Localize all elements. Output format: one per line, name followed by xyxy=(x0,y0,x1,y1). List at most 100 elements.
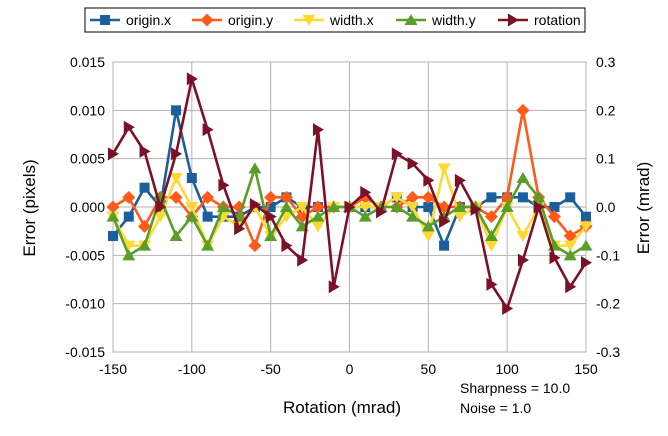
data-point xyxy=(500,190,514,204)
data-point xyxy=(202,123,214,137)
data-point xyxy=(532,191,546,203)
legend-label: rotation xyxy=(534,12,581,28)
y-tick-label-left: -0.015 xyxy=(65,344,105,360)
data-point xyxy=(139,182,150,193)
data-point xyxy=(565,280,577,294)
data-point xyxy=(360,186,372,199)
x-tick-label: -100 xyxy=(178,361,206,377)
data-point xyxy=(517,253,529,267)
series-layer xyxy=(106,72,593,315)
data-point xyxy=(376,205,388,219)
data-point xyxy=(327,201,341,212)
data-point xyxy=(406,202,420,213)
data-point xyxy=(516,172,530,183)
y-tick-label-left: -0.010 xyxy=(65,296,105,312)
data-point xyxy=(201,190,215,204)
legend-item-width-y: width.y xyxy=(396,12,476,28)
data-point xyxy=(581,211,591,222)
data-point xyxy=(579,221,593,233)
data-point xyxy=(185,202,199,213)
data-point xyxy=(563,229,577,243)
data-point xyxy=(565,192,576,203)
y-tick-label-right: -0.2 xyxy=(596,296,620,312)
legend-item-origin-y: origin.y xyxy=(192,12,273,28)
x-tick-label: 150 xyxy=(574,361,598,377)
data-point xyxy=(153,211,167,223)
data-point xyxy=(295,210,309,224)
data-point xyxy=(248,239,262,253)
data-point xyxy=(439,240,450,251)
data-point xyxy=(234,222,246,236)
data-point xyxy=(549,251,561,265)
data-point xyxy=(295,202,309,213)
data-point xyxy=(279,190,293,204)
tick-labels: -0.015 -0.010 -0.005 0.000 0.005 0.010 0.015 -0… xyxy=(65,54,620,377)
data-point xyxy=(264,230,278,241)
x-tick-label: -50 xyxy=(261,361,281,377)
data-point xyxy=(563,249,577,261)
data-point xyxy=(106,210,120,222)
legend-label: width.y xyxy=(431,12,476,28)
data-point xyxy=(454,173,466,187)
y-axis-label-right: Error (mrad) xyxy=(634,162,653,255)
data-point xyxy=(533,200,545,214)
data-point xyxy=(108,231,118,241)
data-point xyxy=(421,190,435,204)
data-point xyxy=(312,123,324,137)
data-point xyxy=(155,200,167,214)
data-point xyxy=(421,220,435,232)
data-point xyxy=(171,105,182,116)
data-point xyxy=(470,202,482,216)
data-point xyxy=(249,198,261,212)
data-point xyxy=(500,201,514,212)
y-tick-label-left: 0.000 xyxy=(70,199,105,215)
x-tick-label: 50 xyxy=(421,361,437,377)
data-point xyxy=(186,72,198,86)
data-point xyxy=(502,302,514,315)
data-point xyxy=(390,192,404,204)
data-point xyxy=(122,249,136,261)
data-point xyxy=(453,211,467,223)
data-point xyxy=(486,192,497,203)
series-rotation xyxy=(108,72,592,315)
data-point xyxy=(484,240,498,252)
data-point xyxy=(123,120,135,134)
data-point xyxy=(185,210,199,222)
data-point xyxy=(516,103,530,117)
data-point xyxy=(406,190,420,204)
data-point xyxy=(407,157,419,170)
y-tick-label-left: 0.005 xyxy=(70,151,105,167)
data-point xyxy=(421,231,435,242)
data-point xyxy=(358,210,372,222)
data-point xyxy=(486,277,498,291)
data-point xyxy=(216,201,230,212)
data-point xyxy=(108,147,119,161)
data-point xyxy=(391,147,403,161)
data-point xyxy=(169,173,183,184)
legend-label: width.x xyxy=(329,12,374,28)
x-tick-label: 100 xyxy=(495,361,519,377)
data-point xyxy=(311,221,325,233)
x-tick-label: 0 xyxy=(346,361,354,377)
data-point xyxy=(406,210,420,222)
data-point xyxy=(171,147,183,161)
annotation-sharpness: Sharpness = 10.0 xyxy=(460,380,570,396)
data-point xyxy=(563,240,577,252)
data-point xyxy=(311,210,325,222)
legend-label: origin.y xyxy=(228,12,273,28)
data-point xyxy=(297,253,309,267)
data-point xyxy=(265,210,277,224)
data-point xyxy=(328,280,340,294)
data-point xyxy=(202,211,213,222)
legend-item-origin-x: origin.x xyxy=(90,12,171,28)
legend-swatch-marker xyxy=(404,14,418,25)
y-tick-label-left: 0.010 xyxy=(70,102,105,118)
data-point xyxy=(390,201,404,212)
data-point xyxy=(281,239,293,253)
x-tick-label: -150 xyxy=(99,361,127,377)
data-point xyxy=(138,239,152,251)
data-point xyxy=(122,190,136,204)
data-point xyxy=(265,202,276,212)
data-point xyxy=(279,201,293,212)
